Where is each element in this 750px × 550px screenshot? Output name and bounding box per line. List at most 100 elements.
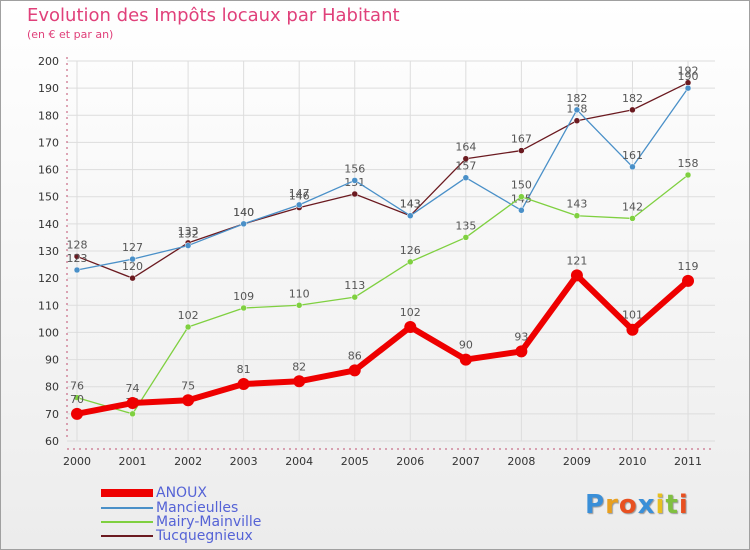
- series-line: [76, 272, 690, 417]
- y-tick-label: 180: [38, 109, 59, 122]
- data-label: 157: [455, 160, 476, 173]
- data-point: [351, 190, 358, 198]
- data-label: 150: [511, 179, 532, 192]
- data-point: [573, 106, 581, 114]
- data-point: [293, 375, 306, 388]
- data-label: 190: [678, 70, 699, 83]
- y-tick-label: 160: [38, 164, 59, 177]
- data-point: [518, 193, 525, 200]
- data-point: [573, 212, 581, 219]
- data-label: 182: [622, 92, 643, 105]
- data-label: 128: [67, 238, 88, 251]
- data-label: 93: [514, 330, 528, 343]
- data-label: 140: [233, 206, 254, 219]
- data-point: [629, 106, 636, 114]
- x-tick-label: 2009: [563, 455, 591, 468]
- legend-label: Mairy-Mainville: [156, 514, 262, 530]
- data-point: [129, 410, 136, 418]
- data-point: [73, 394, 81, 401]
- y-tick-label: 80: [45, 381, 59, 394]
- logo-letter: o: [618, 490, 638, 520]
- data-point: [129, 274, 136, 282]
- x-tick-label: 2011: [674, 455, 702, 468]
- x-tick-label: 2000: [63, 455, 91, 468]
- proxiti-logo: Proxiti: [585, 490, 689, 520]
- y-tick-label: 150: [38, 191, 59, 204]
- y-tick-label: 60: [45, 435, 59, 448]
- x-tick-label: 2010: [618, 455, 646, 468]
- legend-swatch: [101, 535, 153, 537]
- data-label: 158: [678, 157, 699, 170]
- legend-label: Tucquegnieux: [156, 528, 253, 544]
- data-label: 110: [289, 287, 310, 300]
- data-label: 192: [678, 65, 699, 78]
- data-point: [295, 201, 303, 209]
- data-point: [129, 255, 136, 263]
- data-label: 133: [178, 225, 199, 238]
- legend-swatch: [101, 521, 153, 523]
- data-point: [629, 215, 636, 222]
- data-point: [684, 84, 692, 92]
- x-tick-label: 2003: [230, 455, 258, 468]
- x-tick-label: 2002: [174, 455, 202, 468]
- logo-letter: i: [655, 490, 666, 520]
- legend-swatch: [101, 507, 153, 509]
- data-label: 143: [566, 198, 587, 211]
- data-point: [73, 266, 81, 274]
- legend-label: ANOUX: [156, 485, 207, 501]
- data-point: [184, 323, 192, 331]
- legend-label: Mancieulles: [156, 500, 239, 516]
- data-point: [240, 304, 247, 312]
- x-tick-label: 2005: [341, 455, 369, 468]
- data-label: 75: [181, 379, 195, 392]
- data-point: [182, 394, 195, 407]
- logo-letter: x: [637, 490, 656, 520]
- data-label: 76: [70, 380, 84, 393]
- data-point: [515, 345, 528, 358]
- data-point: [626, 323, 639, 336]
- chart-title: Evolution des Impôts locaux par Habitant: [27, 5, 400, 26]
- data-point: [573, 117, 581, 124]
- data-label: 127: [122, 241, 143, 254]
- logo-letter: P: [585, 490, 606, 520]
- data-label: 101: [622, 309, 643, 322]
- data-point: [462, 155, 470, 162]
- data-point: [240, 220, 247, 228]
- data-point: [407, 258, 414, 266]
- y-tick-label: 120: [38, 272, 59, 285]
- data-point: [682, 274, 695, 287]
- data-point: [459, 353, 472, 366]
- data-label: 102: [400, 306, 421, 319]
- data-label: 113: [344, 279, 365, 292]
- y-tick-label: 140: [38, 218, 59, 231]
- y-tick-label: 190: [38, 82, 59, 95]
- data-label: 182: [566, 92, 587, 105]
- legend-item-mairy-mainville: Mairy-Mainville: [101, 515, 261, 529]
- data-label: 102: [178, 309, 199, 322]
- data-point: [126, 397, 139, 409]
- y-tick-label: 100: [38, 326, 59, 339]
- data-label: 120: [122, 260, 143, 273]
- data-point: [348, 364, 361, 377]
- data-label: 142: [622, 200, 643, 213]
- x-tick-label: 2006: [396, 455, 424, 468]
- data-label: 132: [178, 228, 199, 241]
- data-point: [71, 407, 83, 420]
- data-point: [404, 321, 417, 333]
- data-label: 135: [455, 219, 476, 232]
- data-point: [518, 207, 525, 214]
- data-point: [73, 253, 81, 260]
- data-point: [351, 177, 358, 184]
- y-tick-label: 170: [38, 136, 59, 149]
- data-label: 90: [459, 339, 473, 352]
- legend-swatch: [101, 489, 153, 497]
- data-label: 167: [511, 133, 532, 146]
- data-point: [351, 293, 358, 301]
- logo-letter: r: [605, 490, 619, 520]
- data-point: [295, 302, 303, 309]
- data-label: 121: [566, 254, 587, 267]
- data-point: [184, 242, 192, 249]
- data-label: 143: [400, 198, 421, 211]
- data-label: 140: [233, 206, 254, 219]
